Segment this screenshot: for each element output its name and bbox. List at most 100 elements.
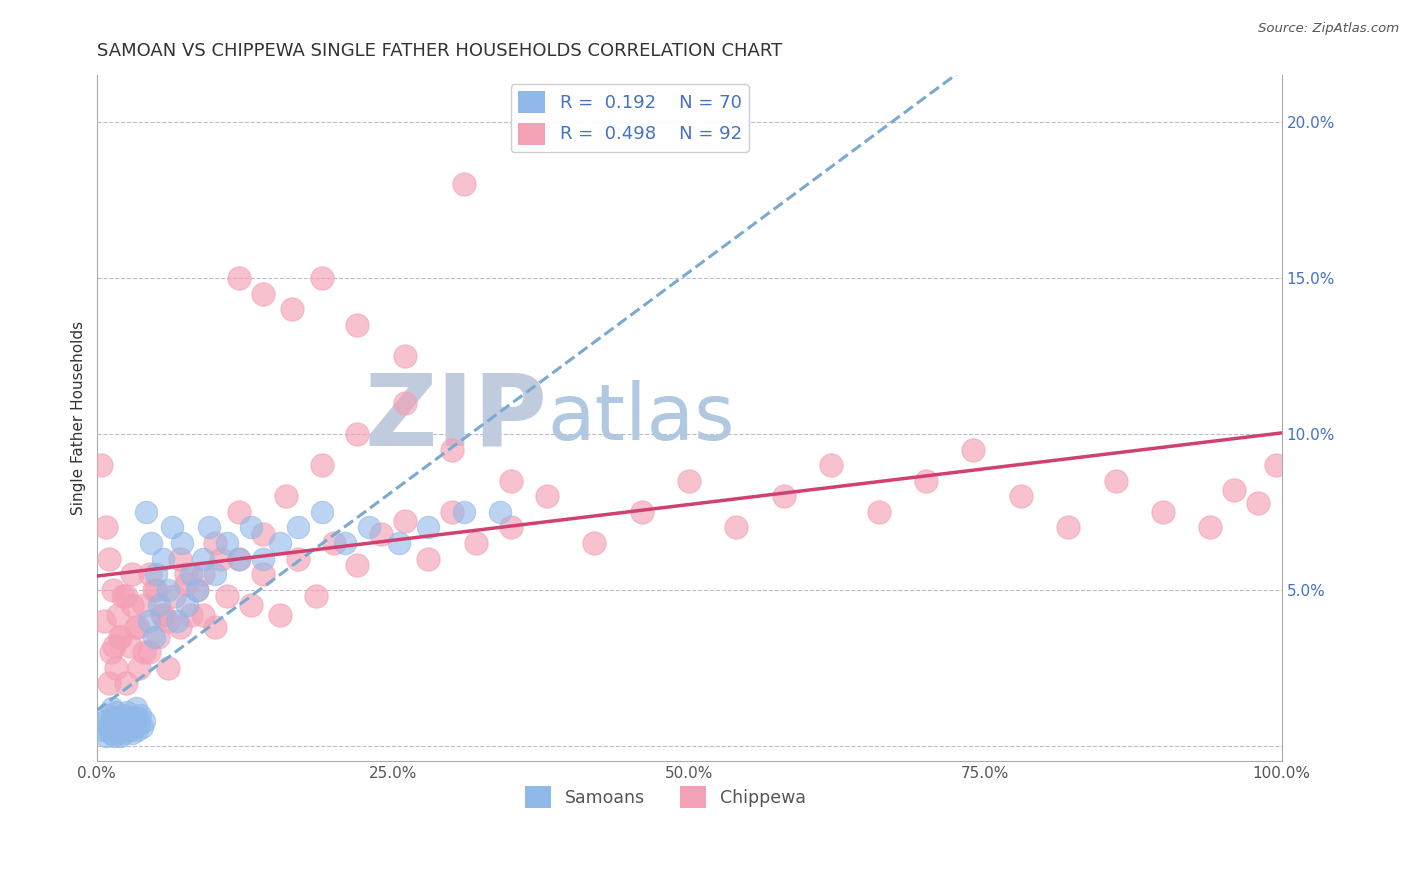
Point (97, 707, 120, 722)
Point (115, 676, 138, 690)
Point (1247, 495, 1270, 509)
Point (103, 582, 125, 597)
Point (388, 536, 411, 550)
Point (335, 536, 357, 550)
Point (169, 620, 191, 634)
Point (204, 536, 226, 550)
Point (156, 582, 179, 597)
Point (868, 505, 890, 519)
Point (252, 526, 274, 541)
Point (127, 620, 149, 634)
Point (103, 730, 125, 744)
Point (269, 607, 291, 622)
Point (115, 720, 138, 734)
Point (100, 645, 122, 659)
Point (120, 717, 142, 731)
Point (359, 520, 381, 534)
Point (228, 551, 250, 566)
Point (104, 705, 127, 719)
Point (501, 520, 523, 534)
Point (125, 701, 148, 715)
Point (453, 505, 475, 519)
Point (180, 567, 202, 582)
Point (501, 474, 523, 488)
Point (1152, 505, 1174, 519)
Point (209, 551, 232, 566)
Point (117, 723, 139, 738)
Point (276, 489, 298, 503)
Point (394, 395, 416, 409)
Point (138, 614, 160, 628)
Point (311, 271, 333, 285)
Point (394, 349, 416, 363)
Point (107, 607, 129, 622)
Point (145, 567, 167, 582)
Point (170, 536, 193, 550)
Point (94, 730, 117, 744)
Point (94, 520, 117, 534)
Point (453, 178, 475, 192)
Point (198, 520, 221, 534)
Point (678, 474, 700, 488)
Point (125, 723, 148, 738)
Point (156, 661, 179, 675)
Point (111, 707, 134, 722)
Point (418, 551, 440, 566)
Point (122, 714, 145, 728)
Point (127, 711, 149, 725)
Point (162, 520, 184, 534)
Point (128, 661, 150, 675)
Legend: Samoans, Chippewa: Samoans, Chippewa (517, 780, 813, 814)
Point (93, 614, 115, 628)
Text: ZIP: ZIP (364, 370, 547, 467)
Point (725, 520, 748, 534)
Point (145, 582, 167, 597)
Point (269, 536, 291, 550)
Point (94, 714, 117, 728)
Point (90, 458, 112, 472)
Point (114, 714, 136, 728)
Point (142, 582, 165, 597)
Point (322, 536, 344, 550)
Point (110, 630, 132, 644)
Point (193, 607, 215, 622)
Point (121, 567, 143, 582)
Point (215, 589, 238, 603)
Point (152, 607, 174, 622)
Point (103, 714, 125, 728)
Point (118, 639, 141, 653)
Point (180, 607, 202, 622)
Point (169, 551, 191, 566)
Point (418, 520, 440, 534)
Point (441, 505, 464, 519)
Point (105, 717, 128, 731)
Point (174, 576, 197, 591)
Point (104, 661, 127, 675)
Point (118, 711, 141, 725)
Point (115, 589, 138, 603)
Point (141, 536, 163, 550)
Point (132, 599, 155, 613)
Point (142, 630, 165, 644)
Point (346, 426, 368, 441)
Point (107, 711, 129, 725)
Text: SAMOAN VS CHIPPEWA SINGLE FATHER HOUSEHOLDS CORRELATION CHART: SAMOAN VS CHIPPEWA SINGLE FATHER HOUSEHO… (97, 42, 782, 60)
Point (112, 726, 135, 740)
Point (962, 442, 984, 457)
Point (110, 630, 132, 644)
Point (100, 726, 122, 740)
Point (305, 589, 328, 603)
Point (215, 536, 238, 550)
Point (174, 567, 197, 582)
Point (97, 676, 120, 690)
Point (101, 711, 124, 725)
Point (139, 567, 162, 582)
Point (464, 536, 486, 550)
Point (346, 558, 368, 572)
Point (132, 645, 155, 659)
Point (110, 714, 132, 728)
Point (370, 526, 392, 541)
Point (152, 551, 174, 566)
Point (110, 730, 132, 744)
Point (311, 458, 333, 472)
